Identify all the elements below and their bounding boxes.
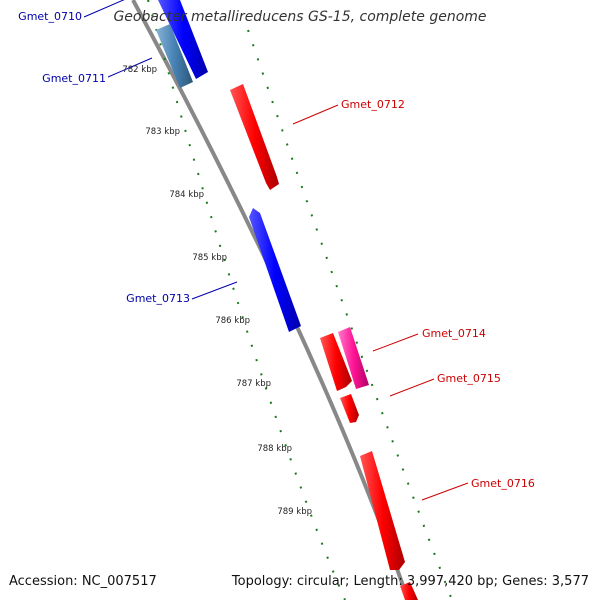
label-leader [83, 0, 125, 18]
gene-arrow-gmet-0712[interactable] [230, 84, 279, 190]
kbp-tick-label: 782 kbp [122, 65, 157, 75]
gene-label-gmet-0712[interactable]: Gmet_0712 [341, 98, 405, 111]
gene-arrow-gmet-0714[interactable] [320, 333, 352, 391]
kbp-tick-label: 784 kbp [169, 190, 204, 200]
label-leader [372, 333, 419, 352]
gene-label-gmet-0711[interactable]: Gmet_0711 [42, 72, 106, 85]
kbp-tick-label: 785 kbp [192, 253, 227, 263]
kbp-tick-label: 788 kbp [257, 444, 292, 454]
label-leader [107, 57, 153, 78]
topology-text: Topology: circular; Length: 3,997,420 bp… [231, 574, 589, 589]
gene-arrow-gmet-0716[interactable] [360, 451, 405, 570]
label-leader [421, 482, 469, 501]
kbp-tick-label: 787 kbp [236, 379, 271, 389]
gene-label-gmet-0710[interactable]: Gmet_0710 [18, 10, 82, 23]
label-leader [292, 104, 339, 125]
gene-label-gmet-0714[interactable]: Gmet_0714 [422, 327, 486, 340]
kbp-tick-label: 783 kbp [145, 127, 180, 137]
gene-arrow-gmet-0710[interactable] [158, 0, 208, 79]
label-leader [191, 281, 238, 300]
gene-label-gmet-0715[interactable]: Gmet_0715 [437, 372, 501, 385]
accession-text: Accession: NC_007517 [9, 574, 157, 589]
map-title: Geobacter metallireducens GS-15, complet… [113, 9, 487, 25]
gene-label-gmet-0716[interactable]: Gmet_0716 [471, 477, 535, 490]
gene-arrow-gmet-0714-overlap[interactable] [338, 327, 369, 389]
label-leader [389, 378, 435, 397]
gene-arrow-gmet-0717[interactable] [400, 582, 418, 600]
gene-label-gmet-0713[interactable]: Gmet_0713 [126, 292, 190, 305]
kbp-tick-label: 786 kbp [215, 316, 250, 326]
gene-arrow-gmet-0715[interactable] [340, 394, 359, 423]
gene-arrow-gmet-0711[interactable] [156, 24, 193, 88]
kbp-tick-label: 789 kbp [277, 507, 312, 517]
gene-arrow-gmet-0713[interactable] [249, 208, 301, 332]
